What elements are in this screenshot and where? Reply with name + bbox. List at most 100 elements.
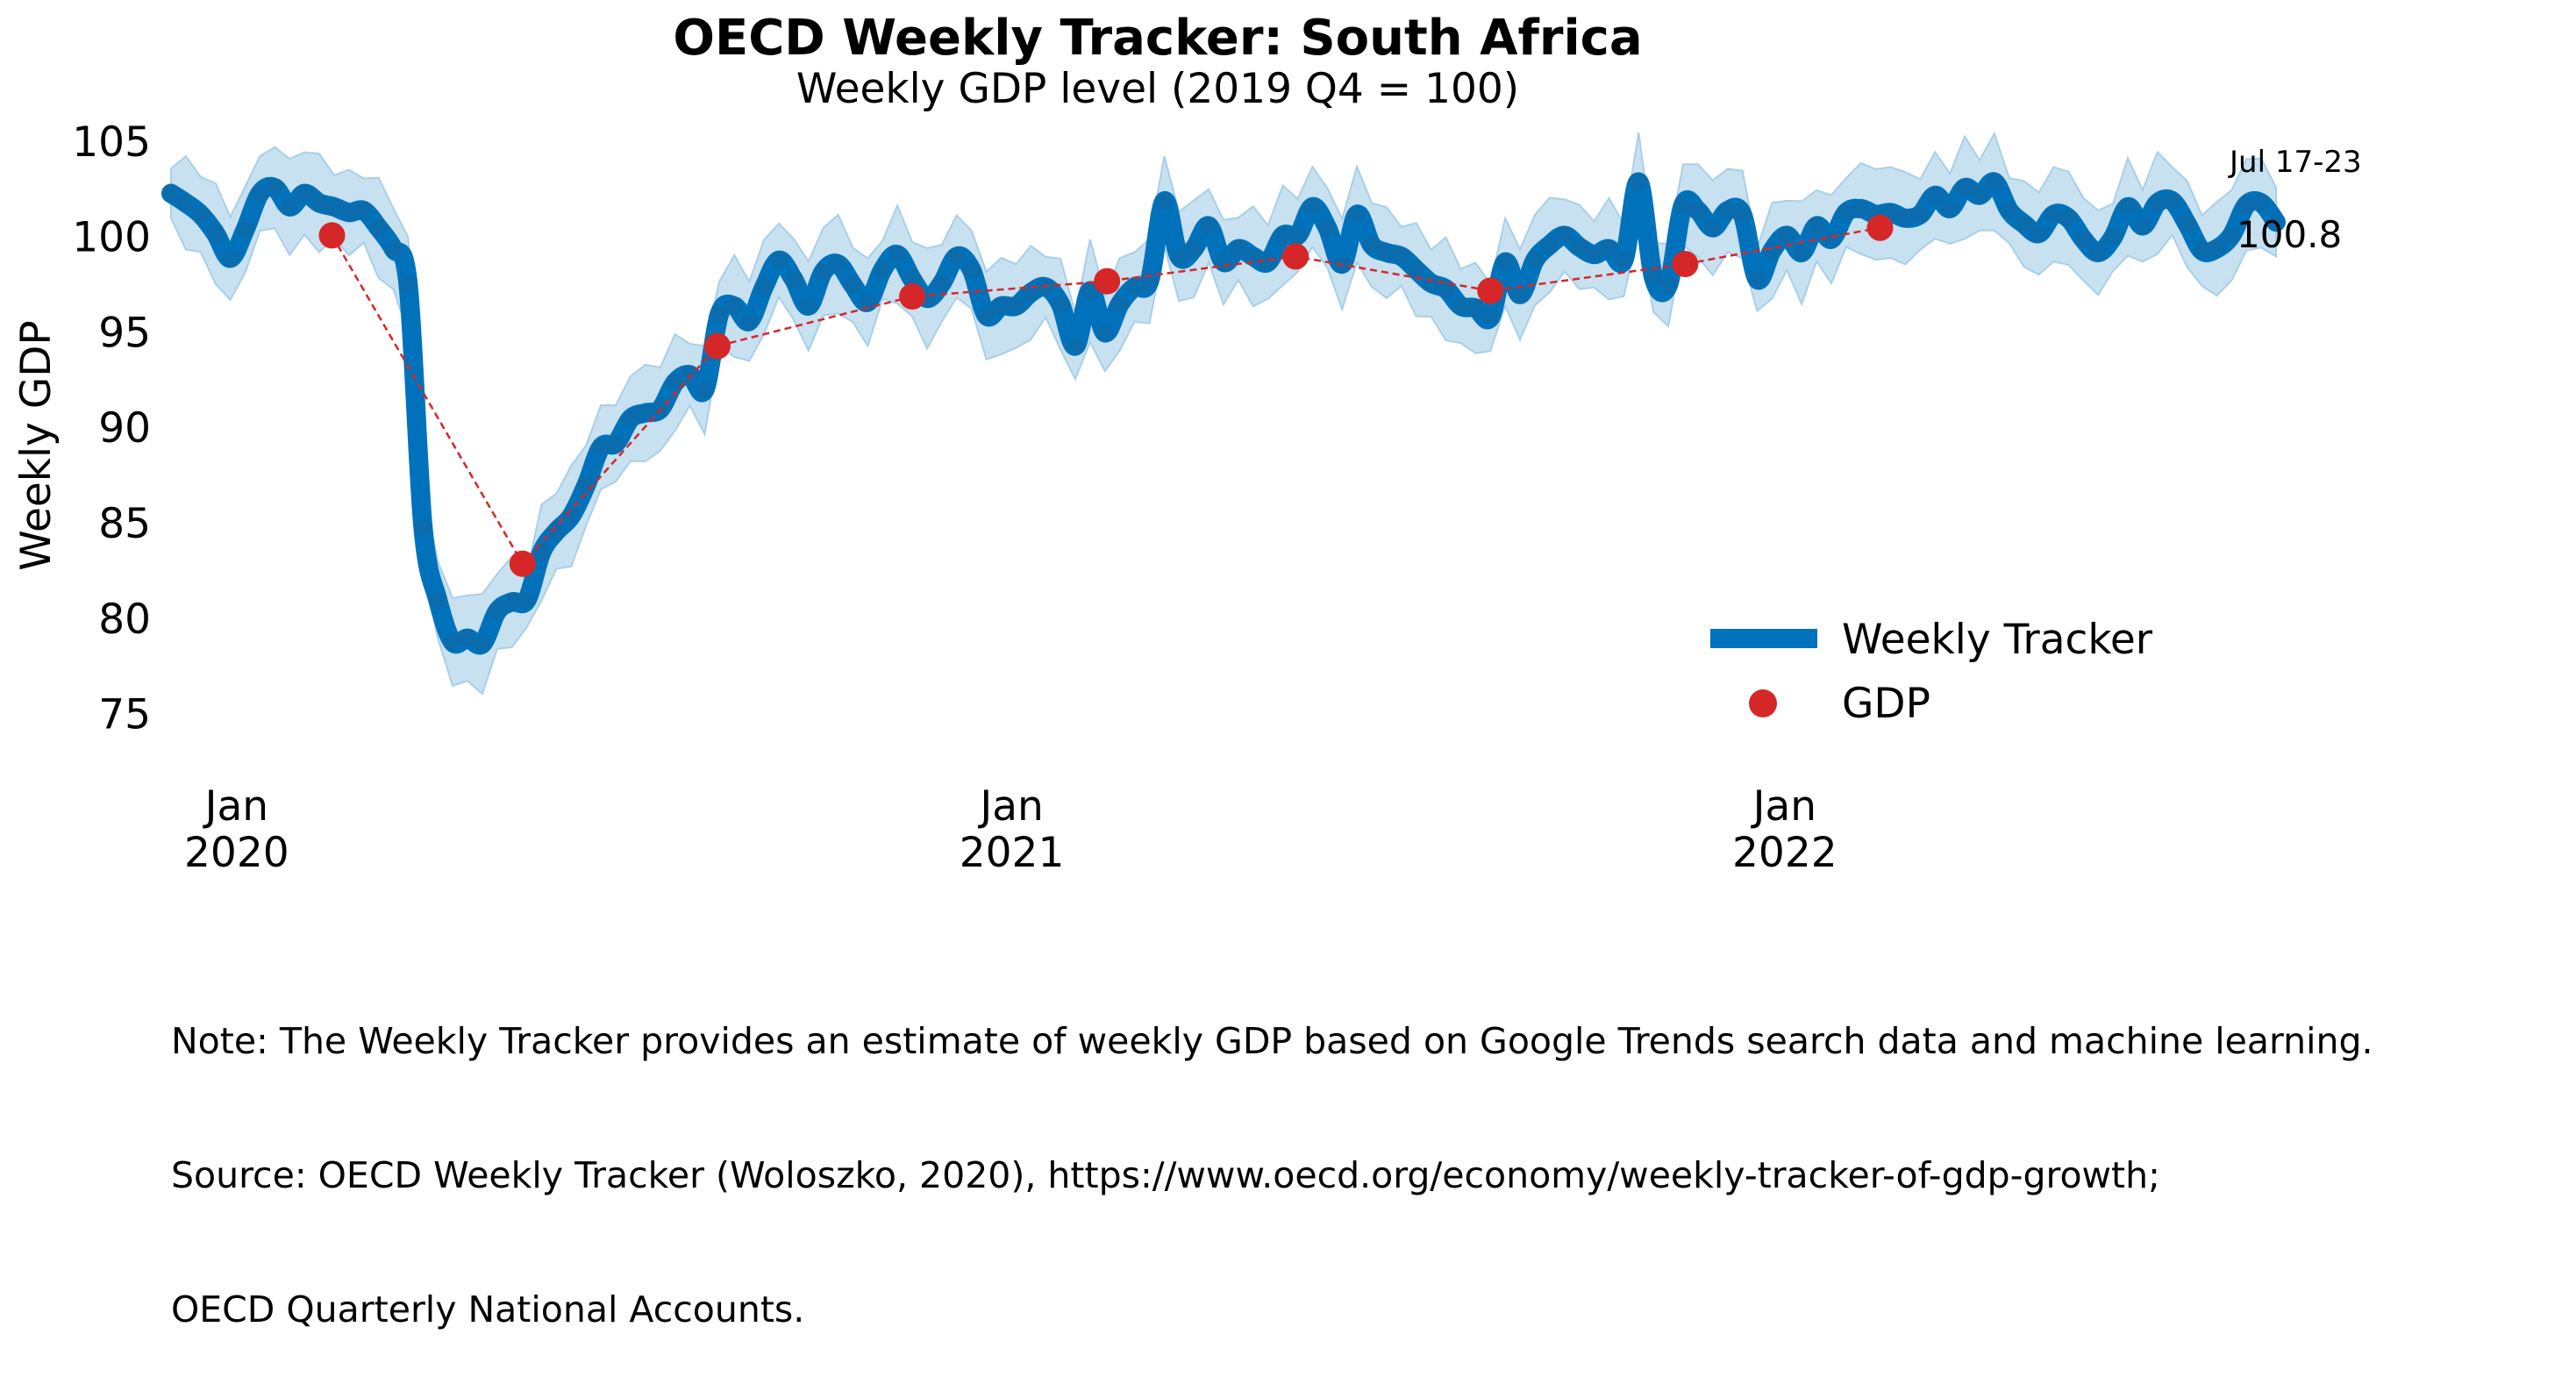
tracker-point <box>1081 282 1099 300</box>
tracker-point <box>369 218 388 237</box>
tracker-point <box>532 543 551 561</box>
tracker-point <box>1600 239 1618 258</box>
tracker-point <box>992 296 1010 315</box>
tracker-point <box>503 593 521 611</box>
uncertainty-band <box>170 131 2277 696</box>
tracker-point <box>354 202 373 220</box>
y-axis-label: Weekly GDP <box>12 320 61 571</box>
tracker-point <box>1007 296 1025 315</box>
legend-tracker-label: Weekly Tracker <box>1842 616 2153 664</box>
tracker-point <box>206 225 225 243</box>
source-line: Source: OECD Weekly Tracker (Woloszko, 2… <box>171 1154 2160 1196</box>
tracker-point <box>1985 173 2003 191</box>
tracker-point <box>1511 285 1530 303</box>
tracker-point <box>1274 226 1292 245</box>
tracker-point <box>932 274 951 292</box>
tracker-point <box>962 260 981 279</box>
tracker-point <box>444 633 462 651</box>
tracker-point <box>784 270 803 289</box>
tracker-point <box>636 403 654 422</box>
tracker-point <box>1170 247 1188 266</box>
source-line-cont: OECD Quarterly National Accounts. <box>171 1288 805 1331</box>
gdp-point <box>1672 251 1699 278</box>
tracker-point <box>221 249 239 268</box>
tracker-point <box>1718 202 1737 220</box>
tracker-point <box>310 194 329 212</box>
tracker-point <box>2267 213 2286 232</box>
tracker-point <box>1200 217 1218 235</box>
tracker-point <box>1852 199 1870 218</box>
tracker-point <box>710 304 729 323</box>
y-axis-ticks: 75 80 85 90 95 100 105 <box>72 118 151 739</box>
tracker-point <box>1822 230 1840 248</box>
tracker-point <box>755 278 774 296</box>
tracker-point <box>740 312 759 331</box>
last-week-value-label: 100.8 <box>2237 213 2342 256</box>
tracker-point <box>2089 244 2108 261</box>
tracker-point <box>488 603 506 621</box>
tracker-point <box>592 439 610 456</box>
tracker-point <box>814 262 832 281</box>
gdp-point <box>1282 243 1309 270</box>
tracker-point <box>1496 253 1515 271</box>
tracker-point <box>176 194 195 212</box>
tracker-point <box>725 296 744 315</box>
tracker-point <box>977 306 995 325</box>
tracker-point <box>769 251 788 269</box>
tracker-point <box>577 476 596 495</box>
tracker-point <box>547 522 566 540</box>
tracker-point <box>1318 218 1337 237</box>
tracker-point <box>1793 244 1811 261</box>
last-week-date-label: Jul 17-23 <box>2228 145 2362 180</box>
tracker-point <box>1452 296 1470 315</box>
tracker-point <box>1748 270 1766 289</box>
tracker-point <box>903 270 922 289</box>
tracker-point <box>1941 199 1959 218</box>
tracker-point <box>1155 192 1174 210</box>
weekly-tracker-line <box>161 172 2286 655</box>
tracker-point <box>2015 215 2033 233</box>
tracker-point <box>829 255 847 274</box>
tracker-point <box>1896 209 1915 227</box>
y-tick-label: 105 <box>72 118 151 167</box>
tracker-point <box>1645 268 1663 287</box>
tracker-point <box>325 197 343 216</box>
y-tick-label: 90 <box>98 404 151 453</box>
legend-gdp-label: GDP <box>1842 680 1930 728</box>
chart-title: OECD Weekly Tracker: South Africa <box>673 10 1642 67</box>
tracker-point <box>1615 251 1633 269</box>
tracker-point <box>1570 238 1588 256</box>
tracker-point <box>1466 299 1485 317</box>
tracker-point <box>1703 218 1722 237</box>
tracker-point <box>874 260 892 279</box>
tracker-point <box>1348 205 1366 224</box>
tracker-point <box>1215 253 1233 271</box>
gdp-point <box>1477 277 1504 304</box>
tracker-point <box>1659 276 1678 294</box>
legend: Weekly Tracker GDP <box>1710 616 2153 728</box>
tracker-point <box>1540 236 1559 254</box>
tracker-point <box>1392 247 1410 266</box>
tracker-point <box>666 374 684 391</box>
tracker-point <box>621 410 639 428</box>
tracker-point <box>1259 253 1277 271</box>
tracker-point <box>236 220 254 239</box>
chart: OECD Weekly Tracker: South Africa Weekly… <box>12 10 2362 877</box>
legend-gdp-marker <box>1749 689 1777 717</box>
y-tick-label: 85 <box>98 500 151 548</box>
tracker-point <box>2044 205 2063 224</box>
tracker-point <box>1110 295 1129 313</box>
tracker-point <box>2074 230 2093 248</box>
tracker-point <box>1229 239 1247 258</box>
tracker-point <box>339 203 358 222</box>
tracker-point <box>1095 324 1114 342</box>
tracker-point <box>1555 226 1573 245</box>
gdp-point <box>318 222 346 249</box>
tracker-point <box>1125 278 1144 296</box>
tracker-point <box>1185 239 1203 258</box>
tracker-point <box>473 635 491 653</box>
gdp-points <box>318 214 1894 577</box>
tracker-point <box>1808 217 1826 235</box>
tracker-point <box>1066 337 1084 355</box>
